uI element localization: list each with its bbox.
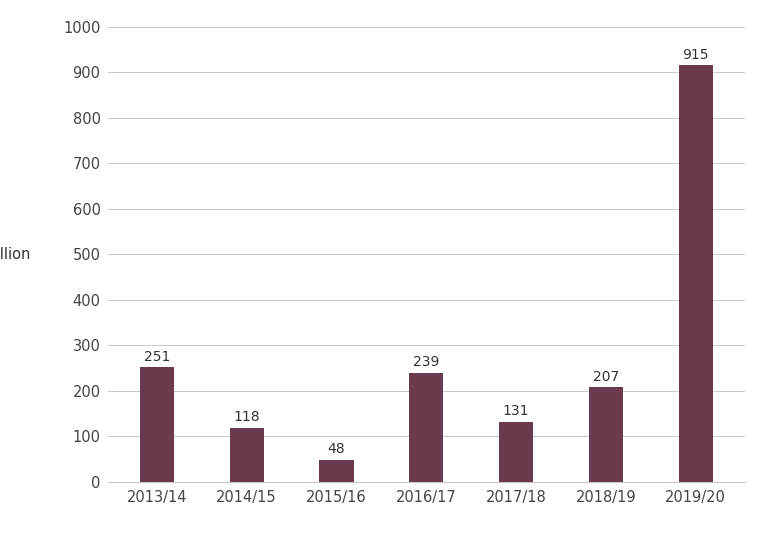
Bar xyxy=(678,65,713,482)
Bar xyxy=(140,368,174,482)
Bar xyxy=(319,460,353,482)
Text: 251: 251 xyxy=(144,350,170,364)
Text: 915: 915 xyxy=(682,48,709,62)
Bar xyxy=(589,387,623,482)
Text: 207: 207 xyxy=(593,370,619,384)
Text: 239: 239 xyxy=(413,355,439,369)
Text: $million: $million xyxy=(0,247,31,262)
Text: 118: 118 xyxy=(233,410,260,424)
Bar xyxy=(230,428,263,482)
Text: 131: 131 xyxy=(503,404,529,418)
Text: 48: 48 xyxy=(328,442,346,456)
Bar xyxy=(409,373,443,482)
Bar xyxy=(499,422,533,482)
